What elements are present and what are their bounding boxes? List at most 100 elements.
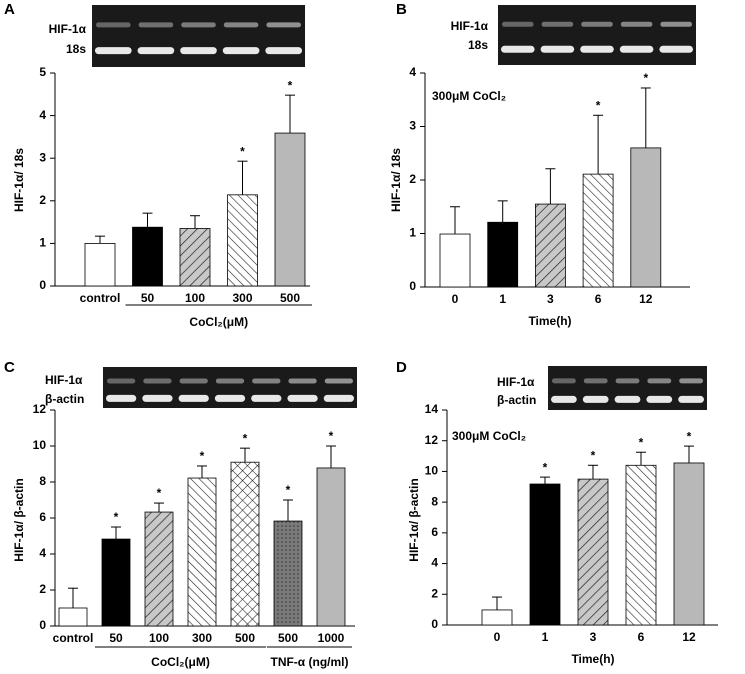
significance-mark: * [329,429,334,443]
blot-band [660,21,692,27]
x-tick-label: 6 [638,630,645,644]
bar [132,226,163,287]
blot-band [678,395,704,403]
significance-mark: * [288,78,293,92]
y-tick-label: 0 [409,279,416,293]
group-label: TNF-α (ng/ml) [270,655,348,669]
bar [487,221,519,288]
y-tick-label: 1 [409,226,416,240]
significance-mark: * [591,448,596,462]
blot-label: 18s [468,38,488,52]
y-tick-label: 3 [39,150,46,164]
x-tick-label: 12 [682,630,696,644]
blot-band [582,395,609,403]
blot-band [265,47,302,55]
y-axis-label: HIF-1α/ β-actin [12,478,26,561]
y-tick-label: 4 [39,108,46,122]
blot-band [138,22,174,28]
bar [273,520,303,627]
blot-image [548,366,707,410]
y-tick-label: 2 [39,582,46,596]
blot-band [96,22,131,28]
blot-band [324,378,353,384]
panel-label: D [396,359,407,376]
blot-band [646,395,673,403]
blot-band [615,378,640,384]
blot-image [498,5,696,65]
bar [227,194,258,287]
significance-mark: * [114,510,119,524]
y-tick-label: 14 [425,402,439,416]
bar [274,132,306,287]
x-tick-label: 1 [542,630,549,644]
y-tick-label: 0 [39,618,46,632]
y-tick-label: 2 [39,193,46,207]
bar [144,511,174,627]
panel-label: C [4,359,15,376]
x-tick-label: 0 [494,630,501,644]
blot-band [178,394,209,402]
x-tick-label: 500 [280,291,300,305]
x-tick-label: 1 [499,292,506,306]
y-axis-label: HIF-1α/ 18s [389,148,403,212]
significance-mark: * [687,429,692,443]
x-tick-label: 300 [192,631,212,645]
y-axis-label: HIF-1α/ 18s [12,148,26,212]
x-tick-label: 100 [149,631,169,645]
blot-band [502,21,534,27]
panel-label: A [4,1,15,18]
y-tick-label: 3 [409,119,416,133]
group-label: CoCl₂(μM) [189,315,248,329]
bar [230,461,260,627]
blot-band [581,21,613,27]
x-tick-label: 6 [595,292,602,306]
blot-band [107,378,136,384]
blot-band [583,378,608,384]
blot-band [180,47,217,55]
blot-band [323,394,354,402]
bar [481,609,513,626]
blot-band [288,378,317,384]
y-tick-label: 5 [39,65,46,79]
bar [630,147,662,288]
y-tick-label: 4 [409,65,416,79]
blot-band [222,47,260,55]
x-tick-label: 500 [235,631,255,645]
blot-band [620,21,653,27]
x-axis-label: Time(h) [528,314,571,328]
blot-band [580,45,614,53]
bar [187,477,217,627]
significance-mark: * [157,486,162,500]
significance-mark: * [200,449,205,463]
y-tick-label: 10 [33,438,47,452]
blot-band [266,22,301,28]
blot-band [659,45,693,53]
y-tick-label: 0 [39,278,46,292]
x-tick-label: 1000 [318,631,345,645]
y-tick-label: 8 [39,474,46,488]
significance-mark: * [543,460,548,474]
blot-label: HIF-1α [45,373,83,387]
blot-band [619,45,654,53]
blot-band [287,394,318,402]
x-tick-label: 500 [278,631,298,645]
bar [625,464,657,626]
x-tick-label: 12 [639,292,653,306]
x-axis-label: Time(h) [571,652,614,666]
x-tick-label: control [80,291,121,305]
y-tick-label: 4 [39,546,46,560]
blot-band [614,395,641,403]
blot-label: HIF-1α [451,19,489,33]
blot-band [106,394,137,402]
y-tick-label: 12 [425,433,439,447]
bar [535,203,566,288]
significance-mark: * [643,71,648,85]
bar [179,228,211,287]
blot-band [142,394,173,402]
x-tick-label: control [53,631,94,645]
blot-band [552,378,576,384]
x-tick-label: 50 [141,291,155,305]
blot-label: 18s [66,42,86,56]
y-tick-label: 4 [431,556,438,570]
